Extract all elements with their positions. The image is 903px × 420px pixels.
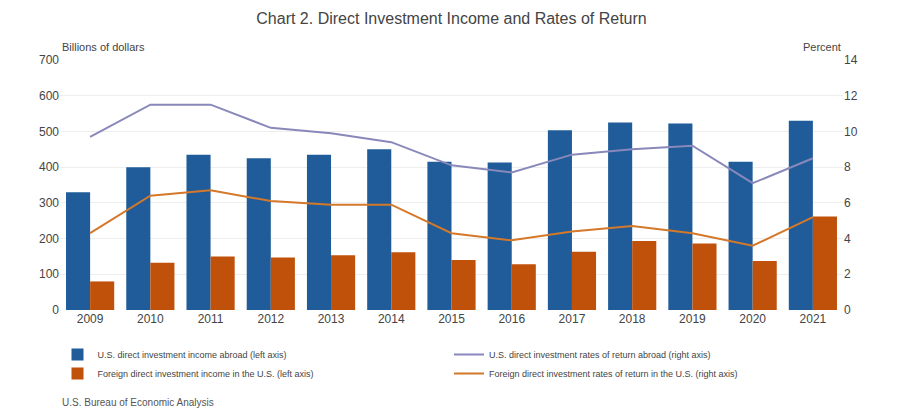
svg-text:2017: 2017 xyxy=(559,312,586,326)
svg-text:10: 10 xyxy=(844,125,858,139)
svg-text:Foreign direct investment inco: Foreign direct investment income in the … xyxy=(98,369,314,379)
svg-text:8: 8 xyxy=(844,160,851,174)
svg-text:2: 2 xyxy=(844,267,851,281)
svg-text:2010: 2010 xyxy=(137,312,164,326)
svg-text:2013: 2013 xyxy=(318,312,345,326)
svg-text:2020: 2020 xyxy=(739,312,766,326)
svg-text:700: 700 xyxy=(39,53,59,67)
svg-text:2015: 2015 xyxy=(438,312,465,326)
svg-text:2014: 2014 xyxy=(378,312,405,326)
svg-text:200: 200 xyxy=(39,232,59,246)
svg-text:Chart 2. Direct Investment Inc: Chart 2. Direct Investment Income and Ra… xyxy=(256,10,646,27)
svg-text:12: 12 xyxy=(844,89,858,103)
svg-text:Billions of dollars: Billions of dollars xyxy=(62,41,145,53)
svg-text:2021: 2021 xyxy=(800,312,827,326)
svg-text:0: 0 xyxy=(52,303,59,317)
svg-text:U.S. direct investment rates o: U.S. direct investment rates of return a… xyxy=(489,350,711,360)
svg-text:14: 14 xyxy=(844,53,858,67)
svg-text:6: 6 xyxy=(844,196,851,210)
svg-text:U.S. Bureau of Economic Analys: U.S. Bureau of Economic Analysis xyxy=(62,397,214,408)
svg-text:2009: 2009 xyxy=(77,312,104,326)
svg-text:4: 4 xyxy=(844,232,851,246)
svg-text:2011: 2011 xyxy=(198,312,224,326)
svg-text:2019: 2019 xyxy=(679,312,706,326)
svg-text:400: 400 xyxy=(39,160,59,174)
svg-text:2012: 2012 xyxy=(257,312,284,326)
svg-text:600: 600 xyxy=(39,89,59,103)
svg-text:Percent: Percent xyxy=(803,41,841,53)
svg-text:0: 0 xyxy=(844,303,851,317)
svg-text:100: 100 xyxy=(39,267,59,281)
svg-text:2018: 2018 xyxy=(619,312,646,326)
svg-text:U.S. direct investment income: U.S. direct investment income abroad (le… xyxy=(98,350,287,360)
svg-text:300: 300 xyxy=(39,196,59,210)
svg-text:2016: 2016 xyxy=(498,312,525,326)
svg-text:Foreign direct investment rate: Foreign direct investment rates of retur… xyxy=(489,369,738,379)
svg-text:500: 500 xyxy=(39,125,59,139)
